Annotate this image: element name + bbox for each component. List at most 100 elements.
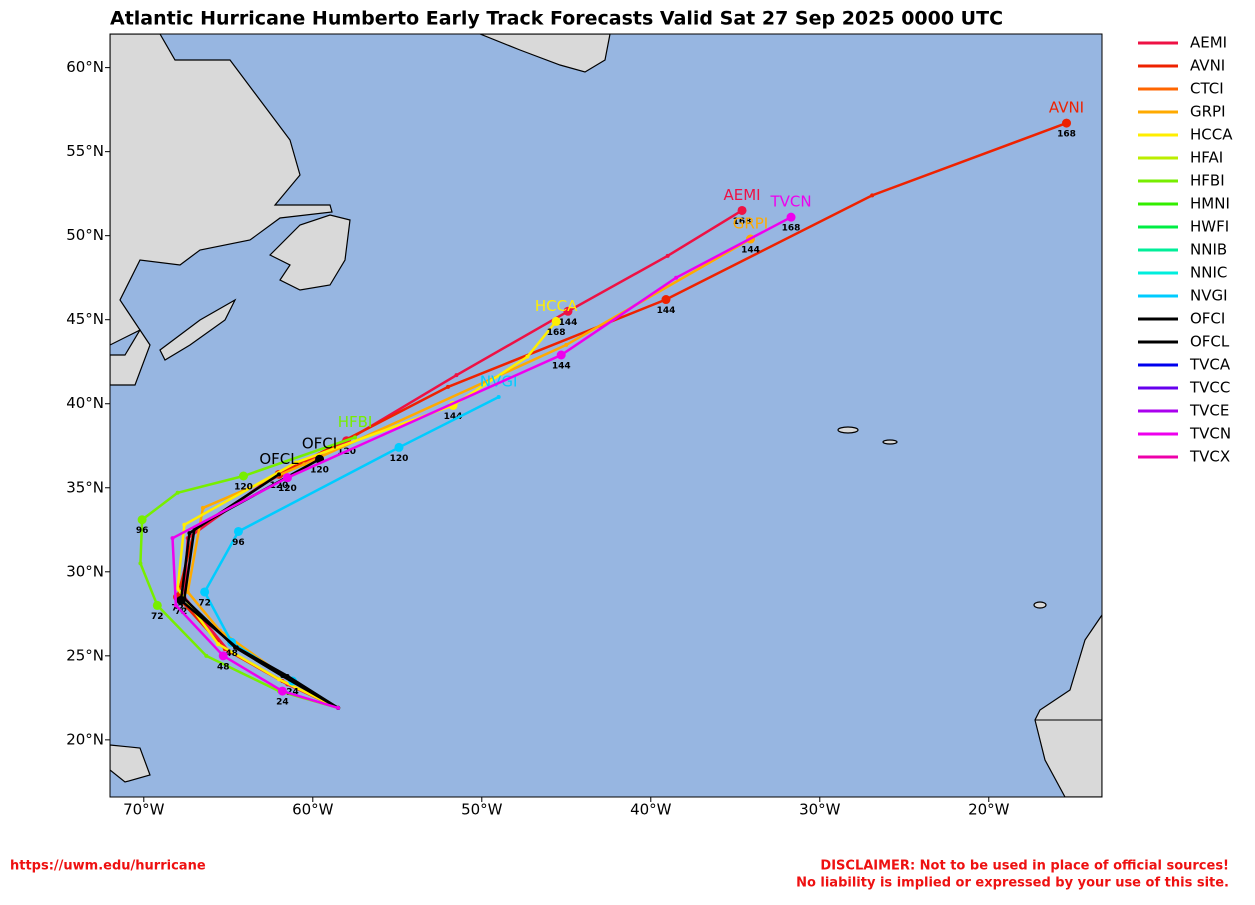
track-point	[1062, 118, 1072, 128]
forecast-hour: 144	[741, 246, 760, 256]
legend-label: NNIB	[1190, 241, 1227, 259]
y-tick-label: 35°N	[66, 478, 104, 496]
forecast-hour: 144	[444, 412, 463, 422]
track-point	[277, 686, 287, 696]
track-point	[353, 435, 358, 440]
legend-label: TVCC	[1189, 379, 1230, 397]
y-tick-label: 55°N	[66, 142, 104, 160]
forecast-hour: 120	[310, 466, 329, 476]
y-tick-label: 60°N	[66, 58, 104, 76]
forecast-hour: 72	[198, 598, 211, 608]
track-point	[170, 536, 175, 541]
track-point	[336, 705, 341, 710]
track-point	[200, 505, 205, 510]
track-point	[556, 350, 566, 360]
forecast-hour: 24	[286, 688, 299, 698]
track-point	[661, 295, 671, 305]
track-point	[234, 645, 239, 650]
track-label: TVCN	[769, 193, 811, 211]
legend-label: OFCI	[1190, 310, 1225, 328]
track-point	[152, 600, 162, 610]
track-point	[665, 253, 670, 258]
legend-label: HWFI	[1190, 218, 1229, 236]
forecast-hour: 120	[234, 483, 253, 493]
legend-label: HFAI	[1190, 149, 1223, 167]
forecast-hour: 24	[276, 698, 289, 708]
y-tick-label: 45°N	[66, 310, 104, 328]
disclaimer: DISCLAIMER: Not to be used in place of o…	[820, 859, 1229, 874]
track-point	[551, 316, 561, 326]
track-point	[182, 522, 187, 527]
track-point	[282, 473, 292, 483]
y-tick-label: 25°N	[66, 646, 104, 664]
track-point	[176, 595, 186, 605]
track-label: AEMI	[723, 186, 760, 204]
track-label: OFCI	[302, 435, 337, 453]
track-point	[394, 442, 404, 452]
forecast-hour: 168	[733, 217, 752, 227]
y-tick-label: 30°N	[66, 562, 104, 580]
forecast-hour: 48	[225, 649, 238, 659]
legend-label: TVCE	[1189, 402, 1229, 420]
track-point	[138, 561, 143, 566]
forecast-hour: 144	[657, 306, 676, 316]
legend-label: NNIC	[1190, 264, 1227, 282]
track-point	[276, 677, 281, 682]
track-point	[216, 642, 221, 647]
y-tick-label: 50°N	[66, 226, 104, 244]
track-point	[218, 651, 228, 661]
y-tick-label: 40°N	[66, 394, 104, 412]
legend-label: OFCL	[1190, 333, 1230, 351]
y-tick-label: 20°N	[66, 730, 104, 748]
track-label: HFBI	[338, 413, 373, 431]
disclaimer: No liability is implied or expressed by …	[796, 876, 1229, 891]
track-point	[185, 589, 190, 594]
legend-label: CTCI	[1190, 80, 1224, 98]
map-title: Atlantic Hurricane Humberto Early Track …	[110, 8, 1003, 30]
track-label: OFCL	[259, 450, 299, 468]
forecast-hour: 48	[217, 662, 230, 672]
x-tick-label: 60°W	[292, 801, 334, 819]
track-point	[737, 205, 747, 215]
track-point	[525, 354, 530, 359]
track-point	[454, 373, 459, 378]
track-point	[200, 587, 210, 597]
forecast-hour: 120	[270, 481, 289, 491]
forecast-hour: 168	[782, 224, 801, 234]
track-point	[870, 193, 875, 198]
forecast-hour: 120	[278, 484, 297, 494]
coastlines	[110, 34, 1102, 797]
map-frame	[109, 33, 1103, 798]
legend-label: AEMI	[1190, 34, 1227, 52]
track-point	[674, 275, 679, 280]
track-point	[302, 462, 307, 467]
track-point	[137, 515, 147, 525]
x-tick-label: 50°W	[461, 801, 503, 819]
track-point	[239, 471, 249, 481]
legend-label: TVCX	[1189, 448, 1230, 466]
forecast-hour: 72	[151, 612, 164, 622]
track-label: HCCA	[535, 297, 578, 315]
forecast-hour: 144	[559, 318, 578, 328]
track-point	[496, 395, 501, 400]
legend-label: NVGI	[1190, 287, 1228, 305]
legend-label: TVCA	[1189, 356, 1231, 374]
legend-label: HCCA	[1190, 126, 1233, 144]
track-point	[786, 212, 796, 222]
track-label: AVNI	[1049, 99, 1084, 117]
track-point	[276, 472, 281, 477]
x-tick-label: 70°W	[123, 801, 165, 819]
legend-label: TVCN	[1189, 425, 1231, 443]
site-url: https://uwm.edu/hurricane	[10, 859, 206, 874]
track-point	[293, 460, 298, 465]
track-point	[204, 653, 209, 658]
legend-label: HFBI	[1190, 172, 1225, 190]
x-tick-label: 20°W	[968, 801, 1010, 819]
forecast-hour: 168	[547, 328, 566, 338]
forecast-hour: 120	[390, 454, 409, 464]
legend-label: HMNI	[1190, 195, 1230, 213]
track-point	[187, 531, 192, 536]
forecast-hour: 168	[1057, 130, 1076, 140]
forecast-hour: 144	[552, 361, 571, 371]
track-point	[445, 384, 450, 389]
